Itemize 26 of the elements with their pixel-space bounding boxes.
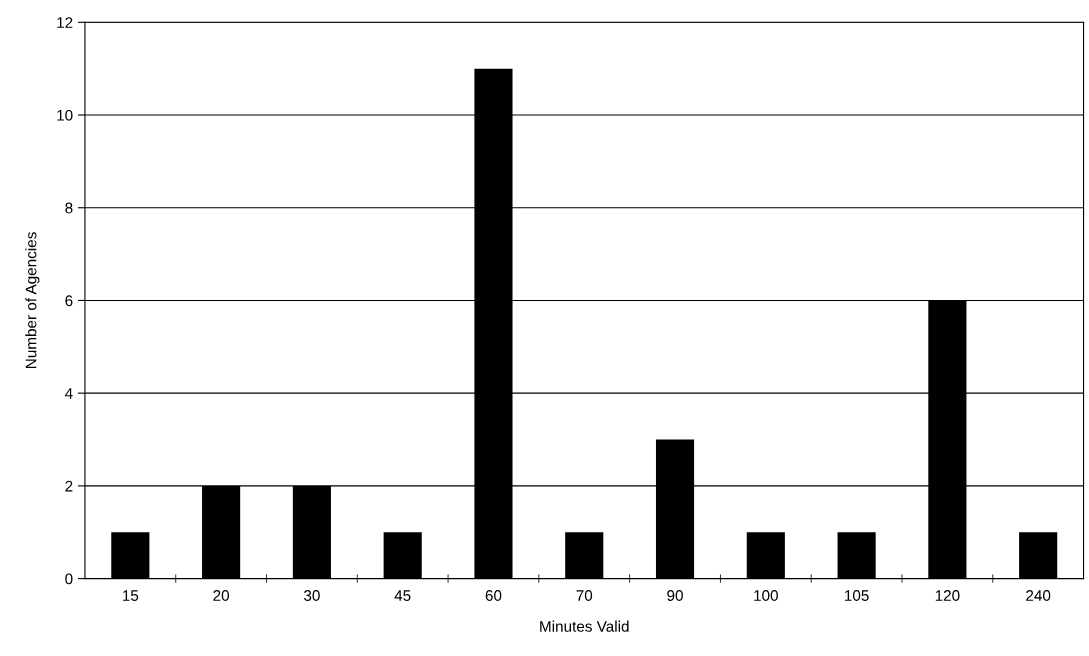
bar bbox=[383, 532, 422, 579]
x-tick-label: 100 bbox=[754, 590, 778, 601]
y-tick-label: 4 bbox=[64, 388, 73, 399]
x-tick-label: 30 bbox=[303, 590, 320, 601]
bar bbox=[746, 532, 785, 579]
bar bbox=[1019, 532, 1058, 579]
y-axis-title: Number of Agencies bbox=[25, 232, 40, 368]
x-tick-label: 20 bbox=[213, 590, 230, 601]
x-tick-label: 240 bbox=[1026, 590, 1051, 601]
y-tick-label: 12 bbox=[57, 17, 73, 28]
x-tick-label: 90 bbox=[667, 590, 683, 601]
y-tick-label: 0 bbox=[65, 573, 73, 585]
y-tick-label: 2 bbox=[65, 480, 73, 492]
x-tick-label: 45 bbox=[394, 590, 411, 601]
bar bbox=[111, 532, 150, 579]
bar bbox=[565, 532, 604, 579]
y-tick-label: 10 bbox=[57, 109, 73, 121]
x-tick-label: 70 bbox=[576, 590, 593, 601]
x-tick-label: 60 bbox=[485, 590, 502, 601]
x-tick-label: 120 bbox=[935, 590, 960, 601]
y-tick-label: 6 bbox=[65, 295, 73, 307]
x-tick-label: 105 bbox=[845, 590, 869, 601]
bar bbox=[837, 532, 876, 579]
x-axis-title: Minutes Valid bbox=[540, 620, 629, 632]
x-tick-label: 15 bbox=[123, 590, 139, 601]
y-tick-label: 8 bbox=[65, 202, 73, 214]
